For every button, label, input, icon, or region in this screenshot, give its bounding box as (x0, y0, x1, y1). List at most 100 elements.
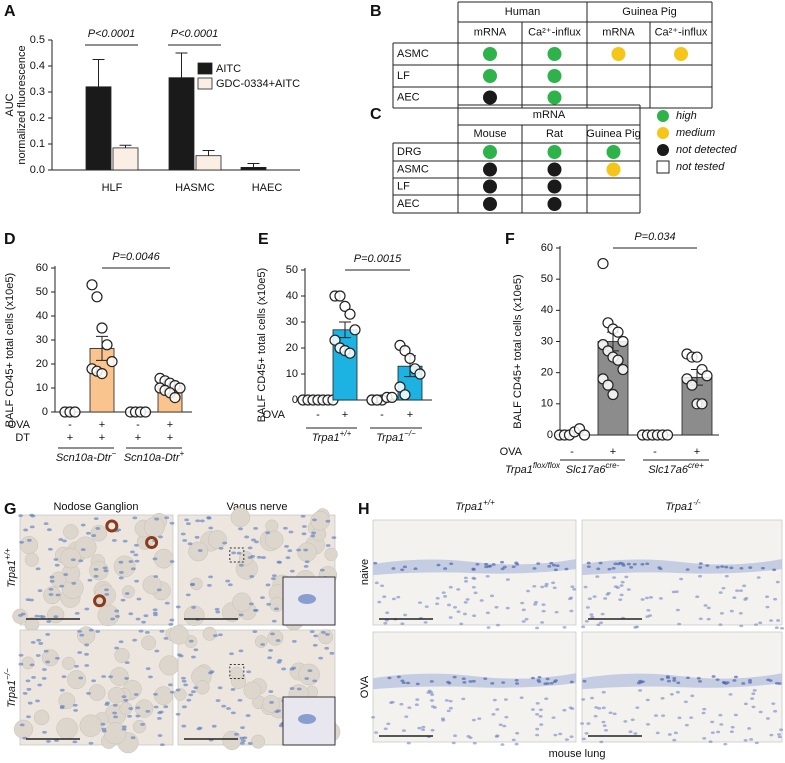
nucleus (88, 628, 94, 632)
nucleus (521, 620, 526, 623)
nucleus (226, 707, 231, 710)
nucleus (719, 723, 724, 726)
nucleus (593, 714, 598, 718)
row-sign: + (67, 432, 73, 444)
nucleus (236, 551, 242, 555)
nucleus (619, 584, 624, 587)
nucleus (698, 617, 703, 621)
nucleus (749, 738, 754, 741)
nucleus (112, 703, 118, 707)
nucleus (389, 701, 394, 704)
nucleus (544, 584, 549, 588)
nucleus (505, 578, 510, 581)
nucleus (653, 714, 658, 717)
table-group-header: Human (505, 6, 540, 18)
annotation: P<0.0001 (88, 28, 135, 40)
nucleus (87, 578, 93, 582)
nucleus (580, 722, 585, 725)
nucleus (446, 709, 451, 713)
nucleus (168, 683, 173, 687)
nucleus (568, 597, 573, 601)
nucleus (535, 733, 540, 737)
nucleus (188, 693, 194, 697)
nucleus (136, 597, 142, 601)
nucleus (765, 717, 770, 720)
nucleus (72, 740, 78, 744)
row-sign: + (167, 419, 173, 431)
nucleus (590, 696, 595, 700)
nucleus (535, 626, 540, 630)
nucleus (702, 707, 707, 711)
nucleus (705, 564, 710, 567)
nucleus (43, 522, 49, 525)
nucleus (658, 597, 663, 600)
data-point (91, 291, 103, 303)
nucleus (91, 534, 97, 537)
nucleus (569, 680, 574, 684)
nucleus (73, 708, 78, 712)
nucleus (222, 541, 228, 545)
nucleus (491, 563, 496, 566)
nucleus (475, 562, 480, 566)
nucleus (526, 589, 531, 593)
table-row-label: ASMC (397, 163, 429, 175)
row-label: OVA (500, 446, 523, 458)
nucleus (118, 640, 124, 644)
nucleus (35, 567, 41, 571)
nucleus (181, 679, 187, 683)
nucleus (774, 626, 779, 630)
nucleus (773, 597, 778, 601)
nucleus (406, 741, 411, 745)
nucleus (472, 614, 477, 617)
nucleus (630, 718, 635, 722)
nucleus (77, 651, 83, 654)
data-point (597, 257, 609, 270)
nucleus (710, 731, 715, 734)
nucleus (193, 648, 199, 652)
nucleus (626, 588, 631, 591)
data-point (404, 352, 416, 364)
status-dot (547, 47, 562, 61)
cell (159, 655, 180, 676)
nucleus (452, 675, 457, 679)
y-tick-label: 50 (36, 286, 48, 298)
nucleus (464, 580, 469, 583)
nucleus (453, 734, 458, 738)
nucleus (715, 565, 720, 569)
y-tick-label: 0.1 (30, 138, 45, 150)
nucleus (180, 532, 186, 536)
nucleus (240, 726, 245, 730)
nucleus (446, 680, 451, 684)
legend-label: high (676, 110, 697, 122)
nucleus (158, 710, 164, 714)
nucleus (721, 586, 726, 590)
nucleus (581, 737, 586, 741)
nucleus (448, 699, 453, 703)
annotation: P=0.0046 (112, 251, 160, 263)
table-row-label: DRG (397, 146, 421, 158)
nucleus (519, 696, 524, 700)
nucleus (152, 608, 158, 612)
nucleus (46, 528, 52, 532)
nucleus (53, 558, 59, 561)
nucleus (403, 613, 408, 617)
nucleus (456, 610, 461, 613)
data-point (371, 394, 383, 406)
cell (318, 629, 334, 645)
nucleus (331, 536, 337, 540)
nucleus (59, 704, 65, 708)
nucleus (120, 598, 126, 602)
y-axis-title: BALF CD45+ total cells (x10e5) (256, 268, 268, 422)
nucleus (181, 724, 187, 728)
nucleus (535, 712, 540, 716)
nucleus (532, 567, 537, 570)
nucleus (105, 701, 110, 705)
nucleus (708, 740, 713, 743)
nucleus (251, 538, 256, 542)
table-column-header: Mouse (473, 128, 506, 140)
group-label: Trpa1+/+ (312, 429, 352, 444)
nucleus (616, 562, 621, 566)
nucleus (118, 570, 124, 574)
nucleus (399, 702, 404, 706)
data-point (617, 335, 629, 348)
